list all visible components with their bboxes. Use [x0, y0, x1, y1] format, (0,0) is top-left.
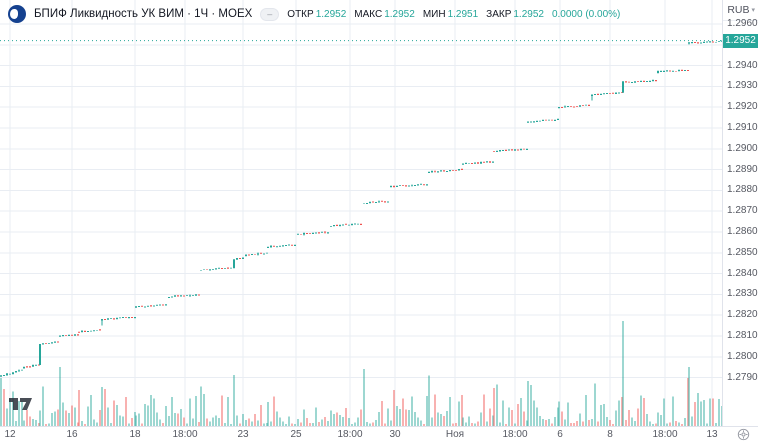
ohlc-open: ОТКР 1.2952	[287, 9, 346, 20]
symbol-title[interactable]: БПИФ Ликвидность УК ВИМ · 1Ч · MOEX	[34, 8, 253, 20]
candles	[0, 40, 723, 377]
time-axis-label: 16	[66, 429, 78, 440]
time-axis-label: 6	[557, 429, 563, 440]
time-axis-label: 18:00	[502, 429, 528, 440]
ohlc-close-label: ЗАКР	[486, 8, 512, 20]
price-axis-label: 1.2920	[727, 101, 758, 113]
time-axis-label: 23	[237, 429, 249, 440]
currency-label: RUB	[727, 4, 750, 16]
volume-bars	[0, 321, 723, 427]
gridlines	[0, 0, 722, 427]
price-axis-label: 1.2880	[727, 184, 758, 196]
time-axis-label: 18:00	[337, 429, 363, 440]
time-axis-label: 18:00	[652, 429, 678, 440]
minus-icon: –	[267, 8, 273, 19]
ohlc-row: ОТКР 1.2952 МАКС 1.2952 МИН 1.2951 ЗАКР …	[287, 9, 620, 20]
chart-legend: БПИФ Ликвидность УК ВИМ · 1Ч · MOEX – ОТ…	[8, 5, 620, 23]
price-axis-label: 1.2830	[727, 288, 758, 300]
price-axis-label: 1.2910	[727, 122, 758, 133]
ohlc-high: МАКС 1.2952	[354, 9, 415, 20]
time-axis-label: 18	[129, 429, 141, 440]
time-axis-label: 13	[706, 429, 718, 440]
time-axis[interactable]: 12 16 18 18:00 23 25 18:00 30 Ноя 18:00 6 8 18:00 13	[0, 426, 758, 443]
ohlc-high-value: 1.2952	[384, 8, 415, 20]
symbol-logo[interactable]	[8, 5, 26, 23]
price-axis-label: 1.2860	[727, 226, 758, 237]
price-axis-label: 1.2870	[727, 205, 758, 217]
tradingview-logo[interactable]	[8, 394, 34, 412]
price-axis-label: 1.2900	[727, 142, 758, 154]
ohlc-low: МИН 1.2951	[423, 9, 478, 20]
gear-icon[interactable]	[737, 428, 750, 441]
currency-selector[interactable]: RUB ▾	[723, 0, 758, 21]
time-axis-label: Ноя	[445, 429, 465, 440]
ohlc-low-label: МИН	[422, 8, 446, 20]
price-axis-label: 1.2850	[727, 246, 758, 258]
price-axis-label: 1.2960	[727, 18, 758, 29]
price-axis[interactable]: RUB ▾ 1.29601.29501.29401.29301.29201.29…	[722, 0, 758, 427]
price-axis-label: 1.2810	[727, 330, 758, 341]
legend-collapse-button[interactable]: –	[260, 7, 280, 21]
ohlc-close-value: 1.2952	[513, 8, 544, 20]
price-axis-label: 1.2940	[727, 59, 758, 71]
caret-down-icon: ▾	[751, 7, 755, 14]
ohlc-low-value: 1.2951	[447, 8, 479, 20]
time-axis-label: 30	[389, 429, 401, 440]
price-axis-label: 1.2820	[727, 309, 758, 321]
time-axis-label: 18:00	[172, 429, 198, 440]
current-price-badge: 1.2952	[723, 33, 758, 48]
price-axis-label: 1.2930	[727, 80, 758, 92]
time-axis-label: 25	[290, 429, 302, 440]
price-change: 0.0000 (0.00%)	[551, 8, 621, 20]
ohlc-open-label: ОТКР	[287, 8, 314, 20]
price-axis-label: 1.2890	[727, 163, 758, 175]
ohlc-open-value: 1.2952	[315, 8, 347, 20]
ohlc-close: ЗАКР 1.2952	[486, 9, 544, 20]
time-axis-label: 8	[607, 429, 613, 440]
time-axis-label: 12	[4, 429, 16, 440]
ohlc-high-label: МАКС	[354, 8, 383, 20]
price-axis-label: 1.2790	[727, 371, 758, 383]
price-axis-label: 1.2840	[727, 267, 758, 279]
price-axis-label: 1.2800	[727, 350, 758, 362]
